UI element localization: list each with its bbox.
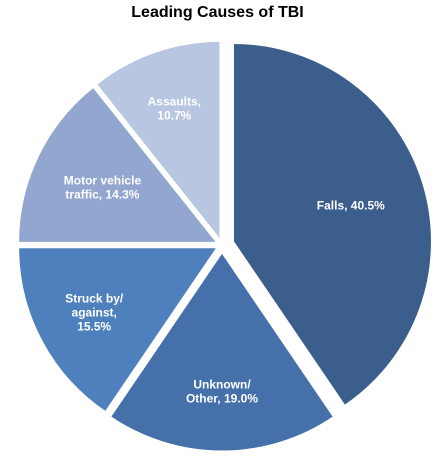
slice-label-line: Motor vehicle xyxy=(64,173,142,187)
slice-label: Unknown/Other, 19.0% xyxy=(186,378,258,406)
slice-label-line: Assaults, xyxy=(148,94,201,108)
pie-slice xyxy=(18,247,218,413)
slice-label: Struck by/against, 15.5% xyxy=(65,292,124,334)
chart-title: Leading Causes of TBI xyxy=(131,4,304,21)
pie-slice xyxy=(96,40,221,241)
slice-label-line: 10.7% xyxy=(157,108,191,122)
pie-slice xyxy=(110,252,334,452)
pie-labels: Falls, 40.5% Unknown/Other, 19.0% Struck b… xyxy=(64,94,385,405)
pie-slice xyxy=(232,42,432,406)
slice-label-line: against, xyxy=(72,306,117,320)
slice-label-line: Other, 19.0% xyxy=(186,392,258,406)
slice-label: Assaults, 10.7% xyxy=(148,94,201,122)
slice-label: Falls, 40.5% xyxy=(317,198,385,212)
slice-label-line: Falls, 40.5% xyxy=(317,198,385,212)
slice-label-line: 15.5% xyxy=(77,320,111,334)
slice-label-line: traffic, 14.3% xyxy=(65,187,139,201)
slice-label-line: Struck by/ xyxy=(65,292,124,306)
pie-slices xyxy=(18,40,432,452)
pie-slice xyxy=(18,86,218,243)
slice-label-line: Unknown/ xyxy=(193,378,251,392)
slice-label: Motor vehicle traffic, 14.3% xyxy=(64,173,142,201)
